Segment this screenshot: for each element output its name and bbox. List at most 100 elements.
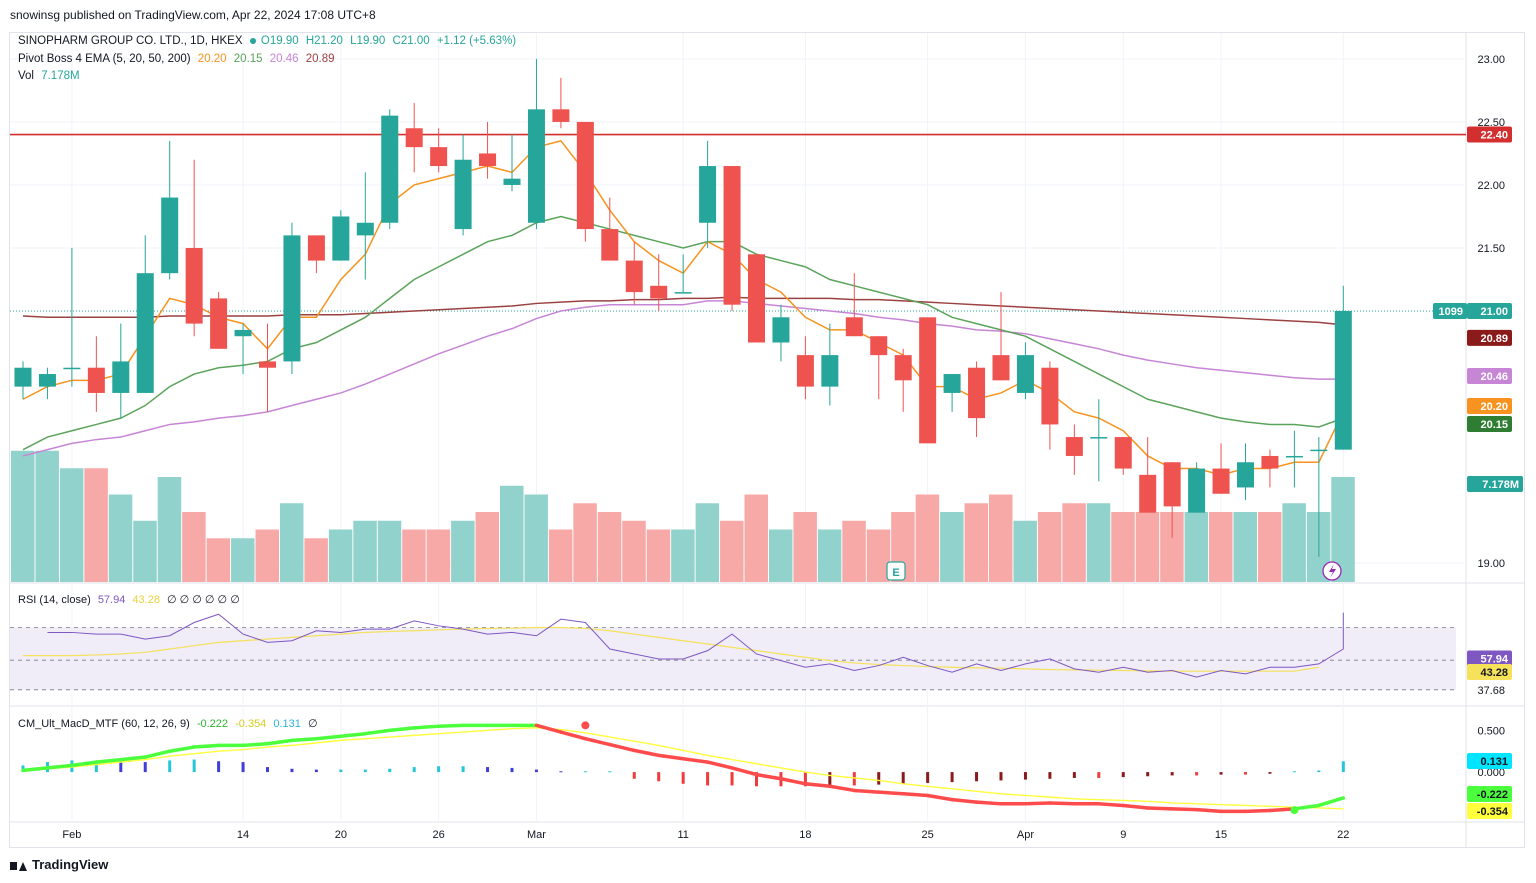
- macd-line-segment: [754, 772, 783, 781]
- volume-bar: [1233, 512, 1257, 582]
- brand-text: TradingView: [32, 857, 109, 872]
- volume-bar: [1282, 503, 1306, 582]
- macd-line-segment: [1145, 806, 1174, 811]
- volume-bar: [451, 520, 475, 582]
- symbol-legend: SINOPHARM GROUP CO. LTD., 1D, HKEX O19.9…: [18, 35, 520, 47]
- ema50-badge-bg: [1467, 368, 1512, 384]
- macd-histogram-bar: [1268, 772, 1272, 774]
- macd-line-segment: [1317, 796, 1346, 808]
- volume-bar: [695, 503, 720, 582]
- candle-body: [601, 229, 619, 261]
- candle-body: [894, 355, 912, 381]
- macd-histogram-bar: [217, 761, 221, 773]
- volume-bar: [1086, 503, 1111, 582]
- time-tick-label: 26: [433, 829, 445, 841]
- macd-histogram-bar: [266, 767, 269, 773]
- legend-low: L19.90: [350, 35, 386, 47]
- macd-histogram-bar: [314, 769, 318, 773]
- macd-histogram-bar: [241, 762, 245, 773]
- time-tick-label: Feb: [62, 829, 81, 841]
- ema20-badge: 20.15: [1480, 419, 1508, 431]
- macd-histogram-bar: [950, 772, 954, 783]
- macd-line-segment: [974, 800, 1003, 806]
- volume-bar: [84, 468, 108, 582]
- candle-body: [943, 374, 961, 393]
- macd-histogram-bar: [583, 771, 587, 773]
- macd-line-segment: [559, 730, 588, 741]
- publisher-note: snowinsg published on TradingView.com, A…: [10, 8, 376, 22]
- volume-bar: [866, 529, 891, 582]
- last-price-badge-bg: [1467, 303, 1512, 319]
- macd-histogram-bar: [1170, 772, 1174, 776]
- volume-bar: [59, 468, 84, 582]
- volume-bar: [353, 520, 377, 582]
- macd-histogram-bar: [877, 772, 881, 785]
- macd-line-segment: [1292, 803, 1321, 811]
- volume-bar: [1257, 512, 1282, 582]
- macd-histogram-bar: [437, 766, 441, 773]
- macd-line-segment: [265, 738, 294, 746]
- macd-histogram-bar: [192, 759, 196, 773]
- candle-body: [821, 355, 839, 387]
- volume-legend[interactable]: Vol 7.178M: [18, 70, 84, 82]
- macd-legend[interactable]: CM_Ult_MacD_MTF (60, 12, 26, 9) -0.222 -…: [18, 717, 322, 730]
- rsi-legend[interactable]: RSI (14, close) 57.94 43.28 ∅ ∅ ∅ ∅ ∅ ∅: [18, 593, 244, 606]
- rsi-tick-label: 37.68: [1477, 685, 1505, 697]
- candle-body: [381, 115, 399, 223]
- macd-line-segment: [1194, 807, 1223, 814]
- macd-line-segment: [241, 741, 270, 748]
- candle-body: [1163, 462, 1181, 507]
- time-tick-label: 20: [335, 829, 347, 841]
- ema200-badge: 20.89: [1480, 333, 1508, 345]
- candle-body: [968, 367, 986, 419]
- ema200-line: [22, 296, 1344, 326]
- time-tick-label: 22: [1337, 829, 1349, 841]
- rsi-ma-badge: 43.28: [1480, 667, 1508, 679]
- candle-body: [210, 298, 228, 349]
- price-tick-label: 21.50: [1477, 243, 1505, 255]
- macd-histogram-bar: [486, 767, 490, 773]
- candle-body: [576, 121, 594, 230]
- time-tick-label: 18: [799, 829, 811, 841]
- symbol-name[interactable]: SINOPHARM GROUP CO. LTD., 1D, HKEX: [18, 35, 243, 47]
- macd-line-segment: [925, 793, 954, 802]
- macd-histogram-bar: [412, 767, 416, 773]
- macd-last-badge: -0.222: [1477, 789, 1508, 801]
- volume-bar: [1111, 512, 1135, 582]
- countdown-badge: 1099: [1439, 306, 1463, 318]
- rsi-line: [47, 612, 1344, 678]
- earnings-marker-icon: E: [886, 561, 906, 581]
- macd-histogram-bar: [510, 767, 514, 773]
- macd-line-segment: [192, 743, 221, 749]
- macd-histogram-bar: [1023, 772, 1027, 780]
- ema-legend[interactable]: Pivot Boss 4 EMA (5, 20, 50, 200) 20.20 …: [18, 53, 339, 65]
- volume-bar: [328, 529, 353, 582]
- tradingview-brand[interactable]: TradingView: [10, 857, 108, 872]
- candle-body: [674, 292, 692, 294]
- time-tick-label: 11: [677, 829, 688, 841]
- macd-line-segment: [534, 723, 563, 734]
- time-tick-label: 9: [1120, 829, 1126, 841]
- macd-histogram-bar: [119, 761, 123, 773]
- macd-histogram-bar: [1121, 772, 1125, 778]
- volume-bar: [231, 538, 255, 582]
- rsi-ma-badge-bg: [1467, 664, 1512, 680]
- candle-body: [650, 285, 668, 299]
- macd-cross-dot: [581, 721, 590, 730]
- macd-line-segment: [70, 760, 99, 768]
- candle-body: [1016, 355, 1034, 393]
- candle-body: [307, 235, 325, 261]
- earnings-marker-icon: [886, 561, 906, 581]
- volume-bar: [11, 450, 35, 582]
- macd-line-segment: [314, 734, 343, 741]
- candle-body: [796, 355, 814, 387]
- candle-body: [38, 374, 56, 387]
- price-tick-label: 22.00: [1477, 180, 1505, 192]
- macd-histogram-bar: [363, 769, 367, 773]
- macd-last-badge-bg: [1467, 786, 1512, 802]
- candle-body: [63, 367, 81, 370]
- candle-body: [772, 317, 790, 343]
- volume-bar: [597, 512, 622, 582]
- macd-line-segment: [583, 736, 612, 747]
